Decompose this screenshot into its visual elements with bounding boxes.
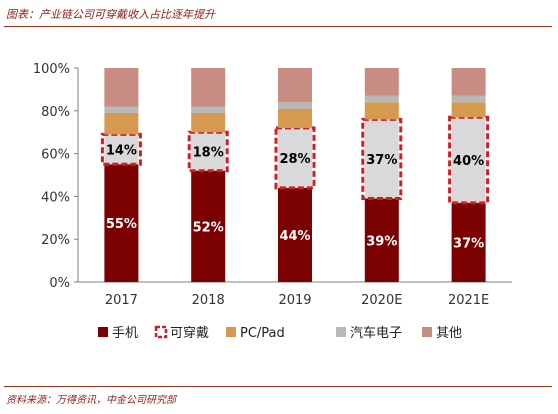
- bar-1-0: [104, 134, 139, 165]
- y-tick-label: 100%: [33, 62, 70, 77]
- bar-4-3: [364, 68, 399, 96]
- x-tick-label: 2020E: [361, 293, 402, 308]
- x-tick-label: 2019: [278, 293, 311, 308]
- bar-4-0: [104, 68, 139, 107]
- bar-3-1: [191, 106, 226, 113]
- legend-label: 可穿戴: [170, 325, 209, 341]
- data-label: 40%: [453, 154, 484, 169]
- y-tick-label: 0%: [49, 276, 70, 291]
- legend-swatch: [336, 327, 346, 337]
- data-label: 55%: [106, 217, 137, 232]
- bar-3-2: [278, 102, 312, 109]
- bar-1-1: [191, 132, 226, 171]
- legend-swatch: [422, 327, 432, 337]
- bar-1-3: [364, 119, 399, 199]
- data-label: 37%: [366, 153, 397, 168]
- data-label: 52%: [193, 220, 224, 235]
- bar-1-4: [451, 117, 486, 203]
- data-label: 28%: [279, 152, 310, 167]
- legend-label: 汽车电子: [350, 325, 402, 341]
- bar-3-4: [451, 95, 486, 103]
- x-tick-label: 2017: [105, 293, 138, 308]
- y-tick-label: 60%: [41, 148, 70, 163]
- bar-0-0: [104, 164, 139, 282]
- bar-4-2: [278, 68, 312, 103]
- bar-2-3: [364, 102, 399, 120]
- data-label: 44%: [279, 229, 310, 244]
- y-tick-label: 40%: [41, 190, 70, 205]
- legend-label: PC/Pad: [240, 326, 285, 341]
- bar-2-4: [451, 102, 486, 118]
- source-note: 资料来源：万得资讯，中金公司研究部: [6, 395, 176, 406]
- data-label: 18%: [193, 145, 224, 160]
- bar-1-2: [278, 127, 312, 188]
- stacked-bar-chart: 0% 20% 40% 60% 80% 100% 55% 14% 2017 52% 18% 2018 44…: [33, 62, 512, 341]
- source-rule: [4, 386, 552, 387]
- title-rule: [4, 26, 552, 27]
- bar-4-1: [191, 68, 226, 107]
- legend-swatch: [98, 327, 108, 337]
- data-label: 39%: [366, 234, 397, 249]
- legend-swatch: [154, 325, 168, 339]
- bar-0-2: [278, 187, 312, 282]
- bar-2-2: [278, 108, 312, 128]
- bar-0-3: [364, 198, 399, 282]
- legend-swatch: [226, 327, 236, 337]
- x-tick-label: 2018: [192, 293, 225, 308]
- x-tick-label: 2021E: [448, 293, 489, 308]
- bar-0-4: [451, 202, 486, 282]
- bar-2-1: [191, 112, 226, 133]
- legend-label: 手机: [112, 326, 138, 341]
- y-tick-label: 80%: [41, 105, 70, 120]
- legend-label: 其他: [436, 326, 462, 341]
- y-tick-label: 20%: [41, 233, 70, 248]
- data-label: 14%: [106, 143, 137, 158]
- bar-2-0: [104, 112, 139, 135]
- bar-0-1: [191, 170, 226, 282]
- chart-title: 图表：产业链公司可穿戴收入占比逐年提升: [6, 8, 215, 21]
- bar-3-3: [364, 95, 399, 103]
- bar-3-0: [104, 106, 139, 113]
- data-label: 37%: [453, 236, 484, 251]
- bar-4-4: [451, 68, 486, 96]
